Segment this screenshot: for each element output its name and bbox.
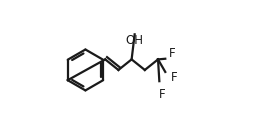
Text: F: F [159,88,165,101]
Text: F: F [170,71,177,84]
Text: OH: OH [126,34,144,47]
Text: F: F [169,47,176,60]
